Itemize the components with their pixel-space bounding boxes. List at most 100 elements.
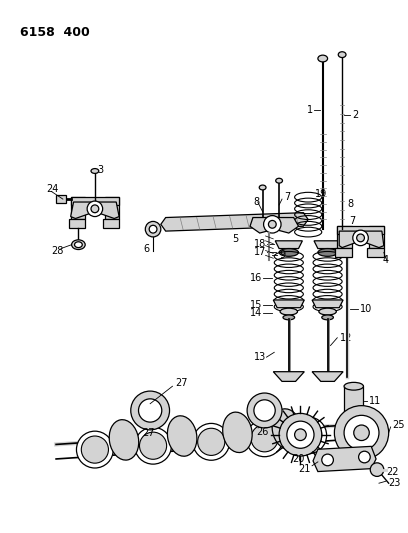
Polygon shape bbox=[273, 372, 304, 382]
Text: 5: 5 bbox=[232, 234, 239, 244]
Polygon shape bbox=[71, 202, 119, 219]
Circle shape bbox=[279, 414, 322, 456]
Ellipse shape bbox=[246, 420, 283, 457]
Text: 4: 4 bbox=[383, 255, 389, 265]
Ellipse shape bbox=[283, 315, 295, 320]
Polygon shape bbox=[337, 227, 352, 248]
Ellipse shape bbox=[322, 315, 333, 320]
Circle shape bbox=[322, 454, 333, 466]
Polygon shape bbox=[313, 446, 376, 472]
Polygon shape bbox=[337, 227, 384, 234]
Circle shape bbox=[264, 215, 281, 233]
Ellipse shape bbox=[75, 242, 82, 248]
Text: 3: 3 bbox=[97, 165, 103, 175]
Text: 18: 18 bbox=[254, 239, 266, 249]
Polygon shape bbox=[273, 300, 304, 308]
Circle shape bbox=[335, 406, 389, 460]
Polygon shape bbox=[339, 231, 384, 248]
Ellipse shape bbox=[344, 416, 364, 424]
Ellipse shape bbox=[338, 52, 346, 58]
Ellipse shape bbox=[76, 431, 113, 468]
Ellipse shape bbox=[295, 422, 322, 449]
Ellipse shape bbox=[279, 248, 299, 256]
Circle shape bbox=[131, 391, 170, 430]
Bar bbox=[103, 219, 119, 228]
Polygon shape bbox=[312, 372, 343, 382]
Polygon shape bbox=[312, 300, 343, 308]
Text: 24: 24 bbox=[47, 184, 59, 195]
Text: 8: 8 bbox=[347, 199, 353, 209]
Ellipse shape bbox=[109, 419, 139, 460]
Circle shape bbox=[370, 463, 384, 477]
Circle shape bbox=[359, 451, 370, 463]
Text: 26: 26 bbox=[257, 427, 269, 437]
Ellipse shape bbox=[344, 382, 364, 390]
Bar bbox=[69, 219, 85, 228]
Text: 23: 23 bbox=[389, 478, 401, 488]
Ellipse shape bbox=[81, 436, 109, 463]
Polygon shape bbox=[275, 241, 302, 248]
Text: 15: 15 bbox=[250, 300, 263, 310]
Bar bbox=[367, 248, 384, 257]
Text: 27: 27 bbox=[175, 378, 188, 389]
Circle shape bbox=[254, 400, 275, 421]
Ellipse shape bbox=[272, 409, 302, 449]
Circle shape bbox=[139, 399, 162, 422]
Text: 17: 17 bbox=[254, 247, 266, 257]
Polygon shape bbox=[250, 217, 299, 233]
Bar bbox=[56, 195, 66, 203]
Text: 22: 22 bbox=[386, 466, 398, 477]
Ellipse shape bbox=[319, 308, 336, 315]
Ellipse shape bbox=[259, 185, 266, 190]
Circle shape bbox=[87, 201, 103, 216]
Circle shape bbox=[91, 205, 99, 213]
Polygon shape bbox=[71, 197, 119, 205]
Ellipse shape bbox=[280, 308, 297, 315]
Text: 20: 20 bbox=[292, 454, 305, 464]
Circle shape bbox=[268, 221, 276, 228]
Ellipse shape bbox=[223, 412, 252, 453]
Ellipse shape bbox=[318, 55, 328, 62]
Text: 6: 6 bbox=[143, 244, 149, 254]
Polygon shape bbox=[104, 197, 119, 219]
Text: 8: 8 bbox=[253, 197, 259, 207]
Bar bbox=[335, 248, 352, 257]
Text: 16: 16 bbox=[251, 273, 263, 282]
Ellipse shape bbox=[318, 248, 337, 256]
Ellipse shape bbox=[193, 423, 230, 461]
Text: 7: 7 bbox=[349, 216, 355, 227]
Ellipse shape bbox=[135, 427, 171, 464]
Polygon shape bbox=[161, 213, 308, 231]
Circle shape bbox=[354, 425, 369, 441]
Circle shape bbox=[149, 225, 157, 233]
Text: 2: 2 bbox=[352, 110, 358, 120]
Circle shape bbox=[357, 234, 364, 242]
Circle shape bbox=[344, 415, 379, 450]
Text: 6158  400: 6158 400 bbox=[20, 26, 90, 38]
Text: 1: 1 bbox=[307, 105, 313, 115]
Text: 11: 11 bbox=[369, 396, 381, 406]
Polygon shape bbox=[369, 227, 384, 248]
Bar bbox=[344, 386, 364, 420]
Ellipse shape bbox=[91, 168, 99, 173]
Text: 19: 19 bbox=[315, 189, 327, 199]
Text: 28: 28 bbox=[51, 246, 64, 255]
Ellipse shape bbox=[167, 416, 197, 456]
Text: 21: 21 bbox=[299, 464, 311, 474]
Ellipse shape bbox=[72, 240, 85, 249]
Text: 10: 10 bbox=[359, 304, 372, 314]
Circle shape bbox=[287, 421, 314, 448]
Ellipse shape bbox=[251, 425, 278, 452]
Circle shape bbox=[353, 230, 368, 246]
Text: 25: 25 bbox=[392, 420, 405, 430]
Text: 12: 12 bbox=[340, 333, 353, 343]
Ellipse shape bbox=[290, 417, 327, 454]
Text: 13: 13 bbox=[254, 352, 266, 362]
Polygon shape bbox=[71, 197, 85, 219]
Ellipse shape bbox=[276, 178, 282, 183]
Text: 14: 14 bbox=[251, 308, 263, 318]
Text: 9: 9 bbox=[279, 251, 285, 260]
Ellipse shape bbox=[140, 432, 166, 459]
Circle shape bbox=[295, 429, 306, 441]
Circle shape bbox=[145, 221, 161, 237]
